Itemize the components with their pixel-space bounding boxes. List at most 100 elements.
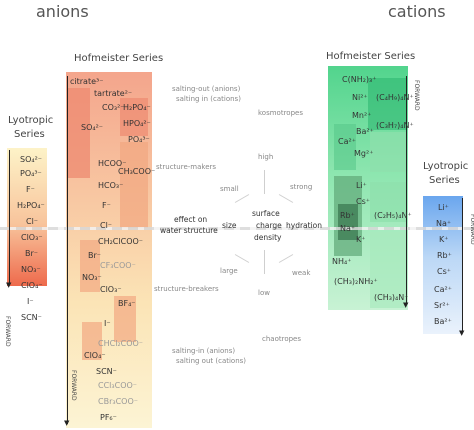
ion-label: ClO₄⁻ xyxy=(84,351,106,360)
ion-label: Ca²⁺ xyxy=(434,285,452,294)
ion-label: CH₂ClCOO⁻ xyxy=(98,237,144,246)
kosmotropes-label: kosmotropes xyxy=(258,109,303,117)
ion-label: Br⁻ xyxy=(25,249,38,258)
ion-label: Ni²⁺ xyxy=(352,93,368,102)
anions-header: anions xyxy=(36,2,89,21)
ion-label: BF₄⁻ xyxy=(118,299,136,308)
ion-label: Na⁺ xyxy=(436,219,452,228)
ion-label: Br⁻ xyxy=(88,251,101,260)
cation-lyotropic-title-2: Series xyxy=(429,175,460,186)
ion-label: CHCl₂COO⁻ xyxy=(98,339,144,348)
cations-header: cations xyxy=(388,2,446,21)
ion-label: Cs⁺ xyxy=(437,267,451,276)
anion-lyotropic-arrow xyxy=(9,150,10,283)
ion-label: NH₄⁺ xyxy=(332,257,352,266)
ion-label: F⁻ xyxy=(102,201,111,210)
ion-label: Li⁺ xyxy=(356,181,367,190)
ion-label: Rb⁺ xyxy=(340,211,355,220)
ion-label: ClO₃⁻ xyxy=(100,285,122,294)
hydration-label: hydration xyxy=(286,221,322,230)
ion-label: CBr₃COO⁻ xyxy=(98,397,138,406)
cation-group-box xyxy=(368,78,406,130)
ion-label: Na⁺ xyxy=(340,224,356,233)
cation-lyotropic-forward: FORWARD xyxy=(469,214,474,245)
ion-label: ClO₃⁻ xyxy=(21,233,43,242)
arrow-head-icon: ▼ xyxy=(64,419,70,427)
ion-label: PO₄³⁻ xyxy=(20,169,42,178)
ion-label: Ca²⁺ xyxy=(338,137,356,146)
effect-label-2: water structure xyxy=(160,226,218,235)
ion-label: SO₄²⁻ xyxy=(20,155,43,164)
anion-group-box xyxy=(80,240,100,292)
ion-label: Mn²⁺ xyxy=(352,111,372,120)
structure-makers-label: structure-makers xyxy=(156,163,217,171)
size-label: size xyxy=(222,221,237,230)
arrow-head-icon: ▼ xyxy=(459,329,465,337)
ion-label: Ba²⁺ xyxy=(434,317,452,326)
ion-label: PO₄³⁻ xyxy=(128,135,150,144)
ion-label: (C₂H₅)₄N⁺ xyxy=(374,211,412,220)
low-label: low xyxy=(258,289,270,297)
ion-label: K⁺ xyxy=(356,235,366,244)
cation-lyotropic-bar xyxy=(423,196,463,334)
divider-line xyxy=(278,254,294,263)
cation-group-box xyxy=(370,182,406,222)
ion-label: SCN⁻ xyxy=(21,313,42,322)
anion-lyotropic-forward: FORWARD xyxy=(4,316,11,347)
salting-top-line-1: salting-out (anions) xyxy=(172,85,241,93)
cation-lyotropic-title-1: Lyotropic xyxy=(423,161,469,172)
ion-label: Sr²⁺ xyxy=(434,301,450,310)
ion-label: CH₃COO⁻ xyxy=(118,167,156,176)
cation-group-box xyxy=(370,132,406,172)
center-dashed-line xyxy=(0,227,474,230)
ion-label: H₂PO₄⁻ xyxy=(17,201,45,210)
ion-label: C(NH₂)₃⁺ xyxy=(342,75,377,84)
salting-bottom-line-2: salting out (cations) xyxy=(176,357,247,365)
divider-line xyxy=(234,254,250,263)
anion-group-box xyxy=(120,142,148,228)
anion-group-box xyxy=(114,296,136,342)
ion-label: (CH₃)₄N⁺ xyxy=(374,293,409,302)
divider-line xyxy=(278,194,294,203)
anion-lyotropic-title-1: Lyotropic xyxy=(8,115,54,126)
cation-group-box xyxy=(334,124,356,170)
ion-label: NO₃⁻ xyxy=(21,265,41,274)
arrow-head-icon: ▼ xyxy=(403,301,409,309)
surface-label-1: surface xyxy=(252,209,280,218)
chaotropes-label: chaotropes xyxy=(262,335,302,343)
ion-label: I⁻ xyxy=(27,297,34,306)
ion-label: HCOO⁻ xyxy=(98,159,127,168)
divider-line xyxy=(264,250,265,274)
high-label: high xyxy=(258,153,274,161)
anion-group-box xyxy=(82,322,102,360)
anion-hofmeister-arrow xyxy=(67,76,68,424)
surface-label-3: density xyxy=(254,233,282,242)
salting-top-line-2: salting in (cations) xyxy=(176,95,241,103)
arrow-head-icon: ▼ xyxy=(6,281,12,289)
anion-lyotropic-bar xyxy=(7,148,47,286)
ion-label: ClO₄⁻ xyxy=(21,281,43,290)
anion-group-box xyxy=(68,88,90,178)
cation-lyotropic-arrow xyxy=(462,198,463,332)
ion-label: Ba²⁺ xyxy=(356,127,374,136)
ion-label: SCN⁻ xyxy=(96,367,117,376)
cation-hofmeister-forward: FORWARD xyxy=(413,80,420,111)
ion-label: citrate³⁻ xyxy=(70,77,104,86)
ion-label: CO₃²⁻ xyxy=(102,103,125,112)
anion-hofmeister-title: Hofmeister Series xyxy=(74,53,164,64)
ion-label: F⁻ xyxy=(26,185,35,194)
divider-line xyxy=(234,194,250,203)
cation-group-box xyxy=(370,232,406,308)
small-label: small xyxy=(220,185,239,193)
ion-label: HPO₄²⁻ xyxy=(123,119,151,128)
ion-label: Mg²⁺ xyxy=(354,149,374,158)
ion-label: K⁺ xyxy=(439,235,449,244)
ion-label: H₂PO₄⁻ xyxy=(123,103,151,112)
ion-label: Li⁺ xyxy=(438,203,449,212)
ion-label: NO₃⁻ xyxy=(82,273,102,282)
large-label: large xyxy=(220,267,238,275)
ion-label: (C₄H₉)₄N⁺ xyxy=(376,93,414,102)
ion-label: I⁻ xyxy=(104,319,111,328)
cation-hofmeister-title: Hofmeister Series xyxy=(326,51,416,62)
ion-label: Cs⁺ xyxy=(356,197,370,206)
